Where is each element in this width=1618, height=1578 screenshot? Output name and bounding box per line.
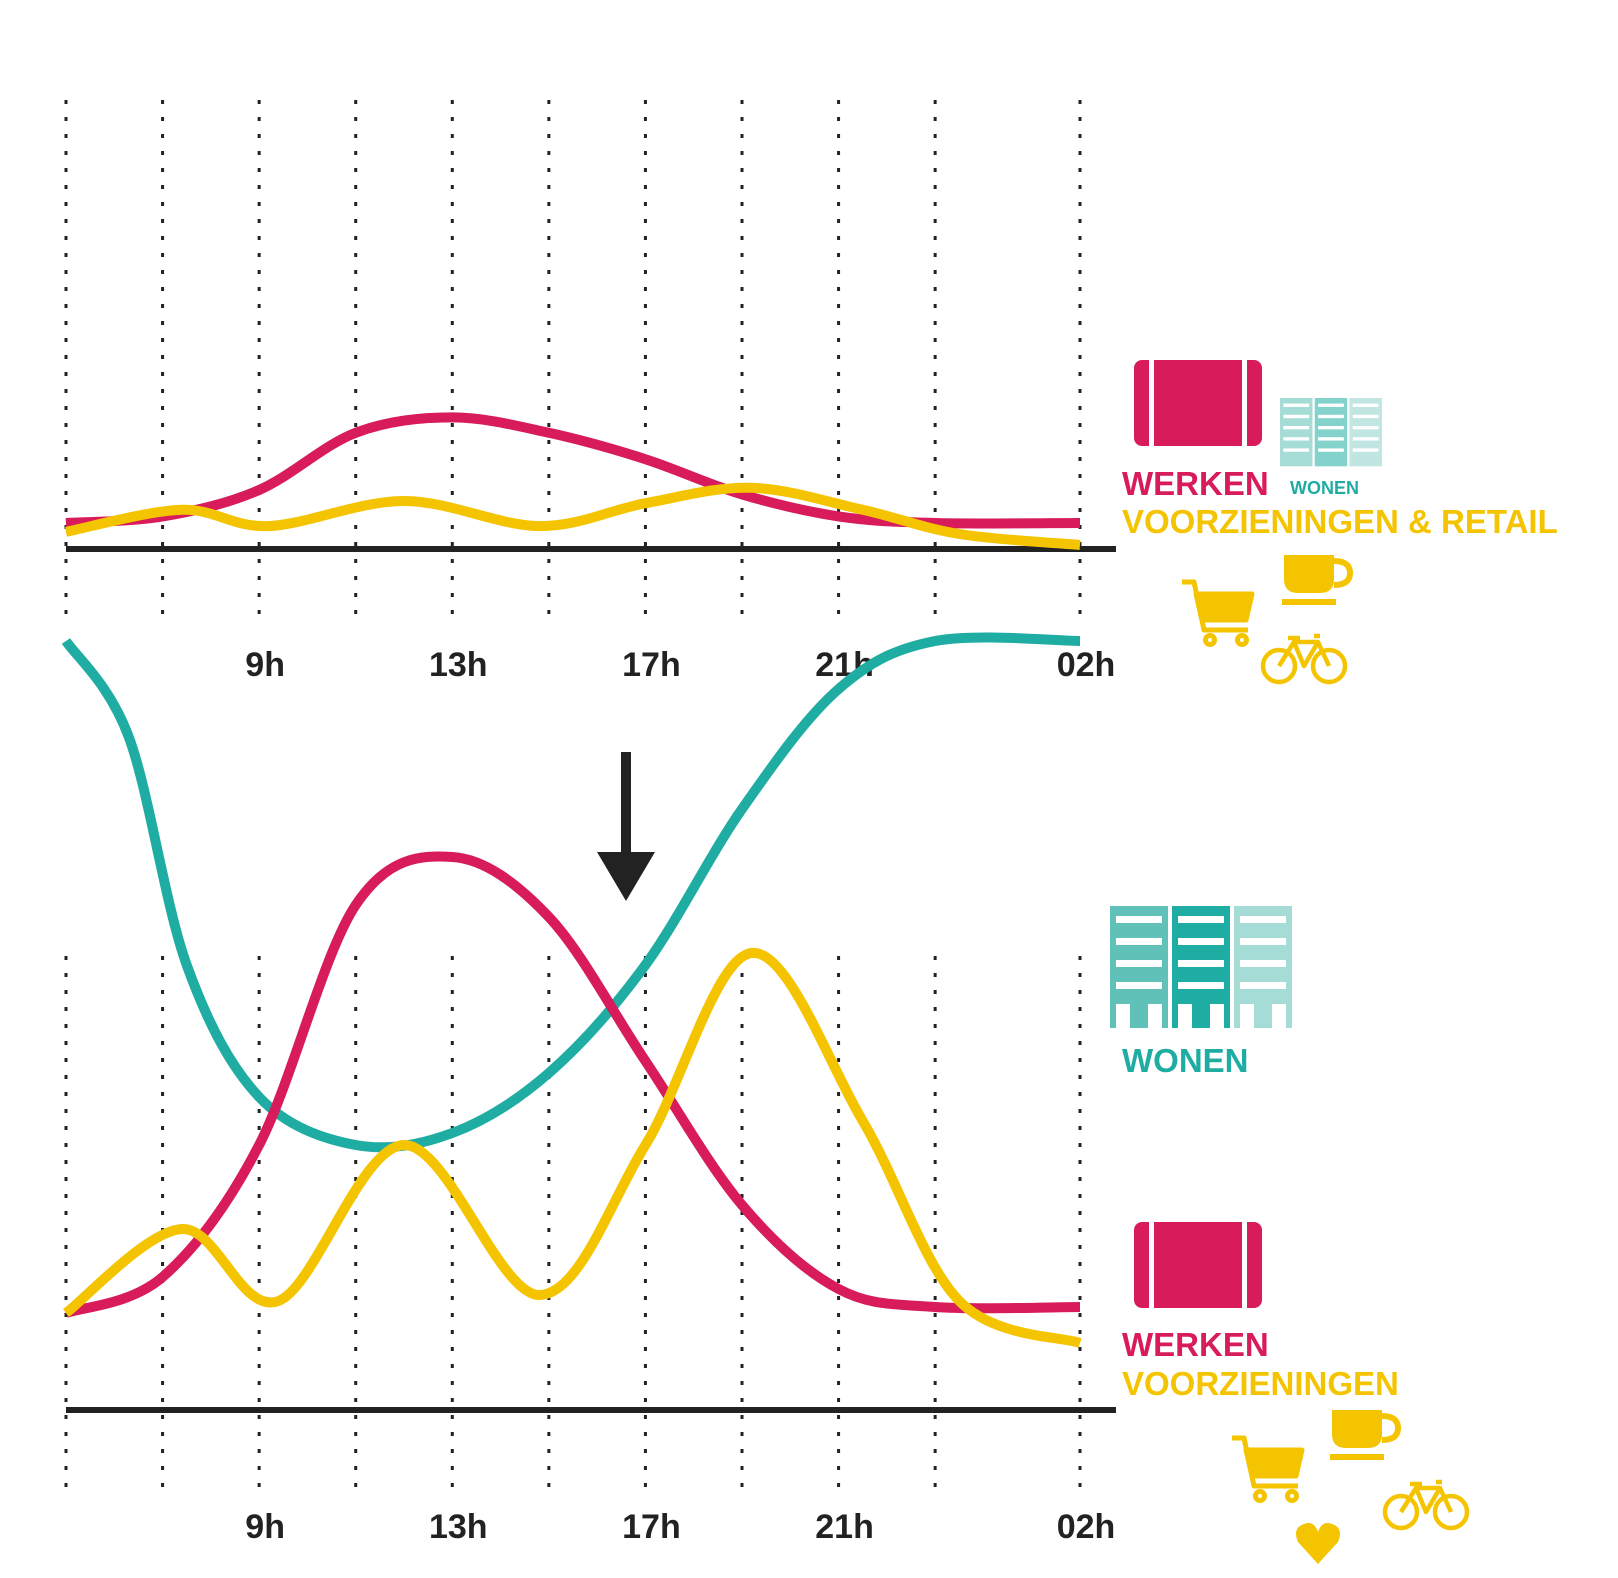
x-tick-label-bottom: 9h: [245, 1508, 285, 1546]
tick-labels-bottom: 9h 13h 17h 21h 02h: [245, 1508, 1115, 1546]
legend-voorzieningen-top: VOORZIENINGEN & RETAIL: [1122, 503, 1558, 540]
bicycle-icon: [1382, 1479, 1470, 1531]
x-tick-label-bottom: 17h: [622, 1508, 681, 1546]
series-line-werken-top: [65, 412, 1081, 529]
apartment-buildings-icon: [1110, 906, 1292, 1028]
x-tick-label-top: 13h: [429, 646, 488, 684]
legend-top: WERKEN WONEN VOORZIENINGEN & RETAIL: [1122, 360, 1558, 685]
coffee-cup-icon: [1282, 555, 1354, 605]
bicycle-icon: [1260, 633, 1348, 685]
briefcase-icon: [1134, 1222, 1262, 1308]
series-line-werken-bottom: [64, 851, 1081, 1318]
heart-icon: [1296, 1523, 1340, 1564]
legend-werken-top: WERKEN: [1122, 465, 1269, 502]
legend-wonen-bottom: WONEN: [1122, 1042, 1249, 1079]
down-arrow-icon: [597, 752, 655, 901]
x-tick-label-bottom: 21h: [815, 1508, 874, 1546]
legend-werken-bottom: WERKEN: [1122, 1326, 1269, 1363]
apartment-buildings-icon: [1280, 398, 1382, 467]
chart-bottom: 9h 13h 17h 21h 02h: [61, 632, 1116, 1546]
shopping-cart-icon: [1232, 1435, 1305, 1503]
chart-top: 9h 13h 17h 21h 02h: [64, 100, 1116, 684]
series-line-voorzieningen-top: [65, 482, 1081, 550]
coffee-cup-icon: [1330, 1410, 1402, 1460]
legend-bottom: WONEN WERKEN VOORZIENINGEN: [1110, 906, 1470, 1564]
gridlines-top: [64, 100, 1082, 626]
gridlines-bottom: [64, 956, 1082, 1490]
series-bottom: [61, 632, 1082, 1348]
x-tick-label-top: 17h: [622, 646, 681, 684]
shopping-cart-icon: [1182, 579, 1255, 647]
x-tick-label-top: 9h: [245, 646, 285, 684]
series-line-wonen-bottom: [61, 632, 1081, 1153]
series-line-voorzieningen-bottom: [62, 948, 1082, 1348]
briefcase-icon: [1134, 360, 1262, 446]
legend-voorzieningen-bottom: VOORZIENINGEN: [1122, 1365, 1399, 1402]
x-tick-label-bottom: 13h: [429, 1508, 488, 1546]
x-tick-label-top: 02h: [1057, 646, 1116, 684]
x-tick-label-bottom: 02h: [1057, 1508, 1116, 1546]
legend-wonen-top: WONEN: [1290, 478, 1359, 498]
series-top: [65, 412, 1081, 550]
tick-labels-top: 9h 13h 17h 21h 02h: [245, 646, 1115, 684]
